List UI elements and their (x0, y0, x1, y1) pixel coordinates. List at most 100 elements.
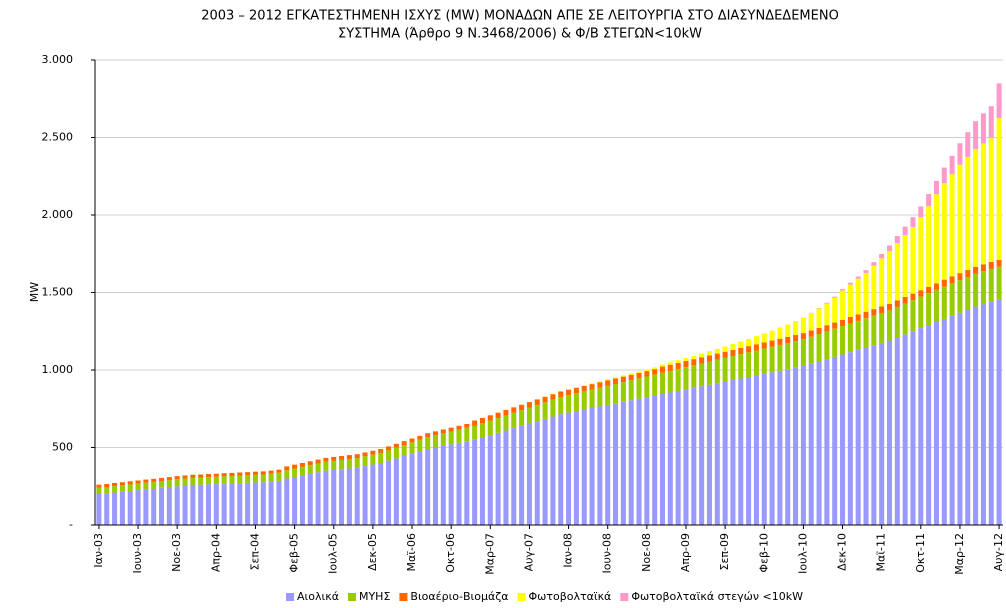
y-tick-label: - (69, 518, 73, 531)
bar-segment (988, 137, 994, 262)
bar-segment (973, 273, 979, 307)
bar-segment (519, 410, 525, 426)
legend-label: Φωτοβολταϊκά (529, 590, 612, 603)
bar-segment (573, 393, 579, 412)
x-tick-label: Ιαν-08 (562, 533, 575, 568)
bar-segment (832, 297, 838, 323)
bar-segment (198, 474, 204, 478)
bar-segment (237, 472, 243, 476)
bar-segment (589, 389, 595, 408)
bar-segment (730, 343, 736, 350)
bar-segment (354, 458, 360, 468)
bar-segment (268, 481, 274, 525)
bar-segment (159, 487, 165, 525)
bar-segment (174, 476, 180, 480)
bar-segment (667, 364, 673, 371)
bar-segment (432, 435, 439, 448)
bar-segment (840, 290, 846, 320)
bar-segment (863, 270, 869, 273)
bar-segment (550, 394, 556, 400)
bar-segment (323, 461, 329, 471)
bar-segment (636, 371, 642, 373)
bar-segment (159, 480, 165, 488)
bar-segment (894, 300, 900, 307)
bar-segment (307, 465, 313, 474)
bar-segment (260, 482, 266, 525)
bar-segment (871, 315, 877, 346)
x-tick-label: Ιουλ-10 (796, 533, 809, 574)
bar-segment (871, 345, 877, 525)
bar-segment (511, 407, 517, 413)
bar-segment (143, 479, 149, 483)
bar-segment (675, 360, 681, 363)
bar-segment (503, 415, 509, 431)
bar-segment (135, 480, 141, 484)
bar-segment (159, 477, 165, 481)
bar-segment (941, 318, 947, 525)
bar-segment (973, 121, 979, 149)
bar-segment (245, 482, 251, 525)
bar-segment (699, 357, 705, 364)
bar-segment (847, 352, 853, 525)
x-tick-label: Μαϊ-06 (405, 533, 418, 571)
bar-segment (417, 439, 423, 452)
bar-segment (589, 384, 595, 390)
bar-segment (104, 483, 110, 488)
bar-segment (331, 469, 337, 525)
bar-segment (894, 337, 900, 525)
bar-segment (636, 398, 642, 525)
bar-segment (503, 409, 509, 416)
x-tick-label: Νοε-03 (170, 533, 183, 572)
bar-segment (855, 276, 861, 279)
bar-segment (973, 306, 979, 525)
bar-segment (252, 482, 258, 525)
bar-segment (777, 327, 783, 339)
bar-segment (346, 455, 352, 459)
bar-segment (902, 234, 908, 297)
y-tick-label: 2.000 (42, 208, 74, 221)
bar-segment (448, 444, 454, 525)
bar-segment (667, 362, 673, 365)
bar-segment (425, 437, 431, 450)
bar-segment (871, 262, 877, 266)
bar-segment (354, 467, 360, 525)
bar-segment (746, 352, 752, 377)
bar-segment (738, 378, 744, 525)
bar-segment (597, 381, 603, 383)
bar-segment (464, 423, 470, 428)
bar-segment (605, 404, 611, 525)
bar-segment (706, 361, 712, 385)
legend-label: Βιοαέριο-Βιομάζα (410, 590, 508, 603)
bar-segment (957, 164, 963, 274)
y-tick-label: 3.000 (42, 53, 74, 66)
bar-segment (566, 395, 572, 413)
bar-segment (605, 385, 611, 405)
bar-segment (401, 445, 407, 457)
bar-segment (910, 331, 916, 525)
bar-segment (558, 391, 564, 397)
bar-segment (213, 484, 219, 525)
bar-segment (808, 363, 814, 525)
bar-segment (127, 484, 133, 491)
bar-segment (902, 226, 908, 235)
bar-segment (135, 483, 141, 491)
bar-segment (182, 485, 188, 525)
bar-segment (174, 479, 180, 487)
bar-segment (284, 470, 290, 479)
bar-segment (597, 387, 603, 407)
bar-segment (252, 471, 258, 475)
bar-segment (761, 342, 767, 349)
bar-segment (370, 454, 376, 465)
bar-segment (401, 441, 407, 446)
bar-segment (479, 417, 485, 424)
bar-segment (425, 449, 431, 525)
bar-segment (855, 349, 861, 525)
bar-segment (526, 423, 532, 525)
bar-segment (479, 437, 485, 525)
bar-segment (276, 472, 282, 481)
bar-segment (894, 306, 900, 338)
bar-segment (699, 363, 705, 387)
bar-segment (558, 396, 564, 415)
bar-segment (315, 463, 321, 473)
bar-segment (824, 303, 830, 326)
